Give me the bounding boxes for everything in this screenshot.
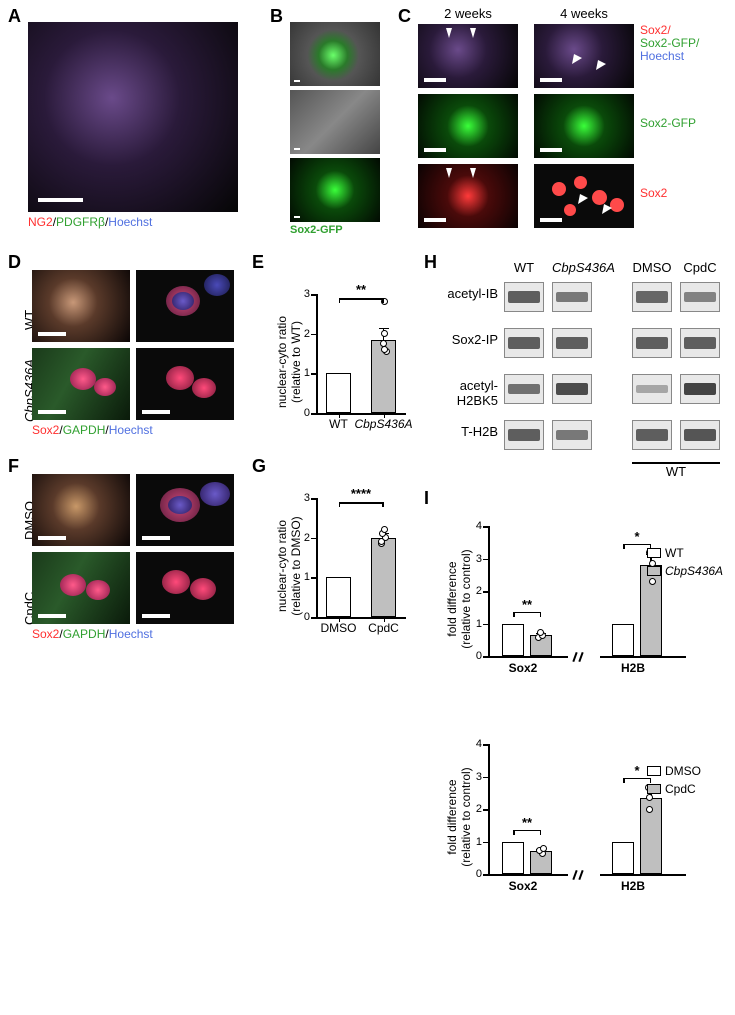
chart-E: 0123nuclear-cyto ratio(relative to WT)WT…: [272, 268, 412, 443]
chart-I-bottom: 01234fold difference(relative to control…: [444, 720, 719, 900]
scale-bar: [294, 216, 300, 218]
panel-label-D: D: [8, 252, 21, 273]
scale-bar: [540, 218, 562, 222]
panel-label-B: B: [270, 6, 283, 27]
panel-C-r2c2: [534, 94, 634, 158]
scale-bar: [424, 218, 446, 222]
panel-F-markers: Sox2/GAPDH/Hoechst: [32, 627, 153, 641]
panel-label-I: I: [424, 488, 429, 509]
panel-D-mut-red: [136, 348, 234, 420]
l: Sox2/: [640, 23, 671, 37]
scale-bar: [142, 536, 170, 540]
scale-bar: [38, 410, 66, 414]
panel-B-img1: [290, 22, 380, 86]
scale-bar: [540, 148, 562, 152]
panel-C-r1c2: [534, 24, 634, 88]
m: Sox2: [32, 423, 59, 437]
scale-bar: [142, 614, 170, 618]
m: Hoechst: [109, 627, 153, 641]
panel-C-r2c1: [418, 94, 518, 158]
scale-bar: [38, 614, 66, 618]
panel-H-blot: WTCbpS436ADMSOCpdCacetyl-IBSox2-IPacetyl…: [430, 260, 730, 480]
scale-bar: [424, 78, 446, 82]
panel-F-cpdc-red: [136, 552, 234, 624]
l: Sox2-GFP/: [640, 36, 699, 50]
scale-bar: [142, 410, 170, 414]
scale-bar: [294, 80, 300, 82]
panel-B-img2: [290, 90, 380, 154]
chart-I-top: 01234fold difference(relative to control…: [444, 502, 719, 682]
m: GAPDH: [63, 423, 106, 437]
panel-C-r3c1: [418, 164, 518, 228]
chart-G: 0123nuclear-cyto ratio(relative to DMSO)…: [272, 472, 412, 647]
panel-F-dmso-red: [136, 474, 234, 546]
l: Hoechst: [640, 49, 684, 63]
scale-bar: [38, 198, 83, 202]
marker-ng2: NG2: [28, 215, 53, 229]
panel-D-wt-red: [136, 270, 234, 342]
panel-label-E: E: [252, 252, 264, 273]
panel-D-mut-merge: [32, 348, 130, 420]
panel-A-image: [28, 22, 238, 212]
m: GAPDH: [63, 627, 106, 641]
panel-C-col1: 2 weeks: [418, 6, 518, 21]
panel-F-cpdc-merge: [32, 552, 130, 624]
scale-bar: [38, 332, 66, 336]
marker-hoechst: Hoechst: [108, 215, 152, 229]
panel-F-dmso-merge: [32, 474, 130, 546]
panel-C-r1c1: [418, 24, 518, 88]
panel-D-wt-merge: [32, 270, 130, 342]
panel-C-col2: 4 weeks: [534, 6, 634, 21]
panel-D-markers: Sox2/GAPDH/Hoechst: [32, 423, 153, 437]
panel-B-img3: [290, 158, 380, 222]
scale-bar: [424, 148, 446, 152]
panel-label-F: F: [8, 456, 19, 477]
panel-B-marker: Sox2-GFP: [290, 224, 343, 236]
panel-A-markers: NG2/PDGFRβ/Hoechst: [28, 215, 152, 229]
panel-label-A: A: [8, 6, 21, 27]
m: Hoechst: [109, 423, 153, 437]
panel-C-rowlabel-1: Sox2/ Sox2-GFP/ Hoechst: [640, 24, 699, 63]
marker-pdgfr: PDGFRβ: [56, 215, 105, 229]
m: Sox2: [32, 627, 59, 641]
panel-label-G: G: [252, 456, 266, 477]
panel-C-rowlabel-3: Sox2: [640, 186, 667, 200]
panel-label-C: C: [398, 6, 411, 27]
scale-bar: [38, 536, 66, 540]
panel-C-rowlabel-2: Sox2-GFP: [640, 116, 696, 130]
scale-bar: [540, 78, 562, 82]
panel-C-r3c2: [534, 164, 634, 228]
scale-bar: [294, 148, 300, 150]
